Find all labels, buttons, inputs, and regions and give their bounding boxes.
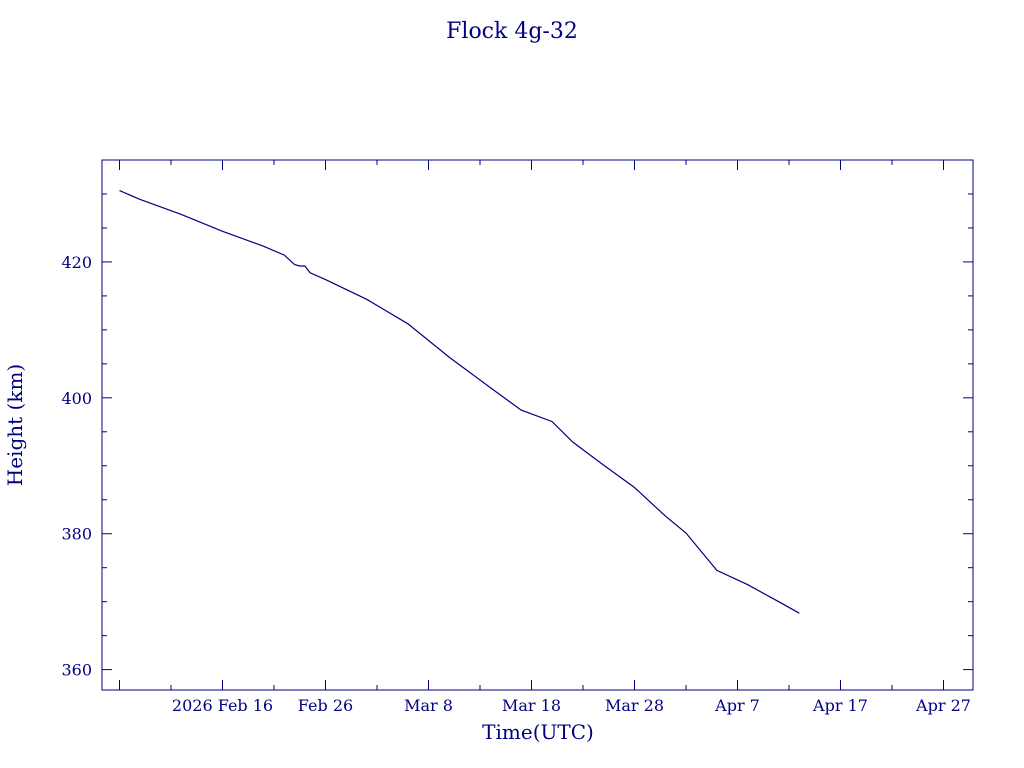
- axis-ticks: [102, 159, 973, 690]
- x-tick-label: Mar 28: [605, 696, 664, 715]
- height-series-line: [119, 190, 800, 614]
- x-axis-label: Time(UTC): [482, 720, 594, 744]
- chart-title: Flock 4g-32: [446, 19, 578, 44]
- y-tick-labels: 360 380 400 420: [61, 253, 92, 680]
- x-tick-label: Feb 26: [298, 696, 353, 715]
- x-tick-label: Apr 17: [812, 696, 868, 715]
- plot-frame: [101, 159, 974, 691]
- x-tick-label: Apr 27: [915, 696, 971, 715]
- x-tick-label: 2026 Feb 16: [172, 696, 273, 715]
- y-tick-label: 420: [61, 253, 92, 272]
- x-tick-labels: 2026 Feb 16 Feb 26 Mar 8 Mar 18 Mar 28 Apr 7 A…: [172, 696, 971, 715]
- y-axis-label: Height (km): [3, 364, 27, 486]
- y-tick-label: 360: [61, 661, 92, 680]
- x-tick-label: Mar 8: [404, 696, 453, 715]
- y-tick-label: 400: [61, 389, 92, 408]
- x-tick-label: Apr 7: [714, 696, 760, 715]
- y-tick-label: 380: [61, 525, 92, 544]
- x-tick-label: Mar 18: [502, 696, 561, 715]
